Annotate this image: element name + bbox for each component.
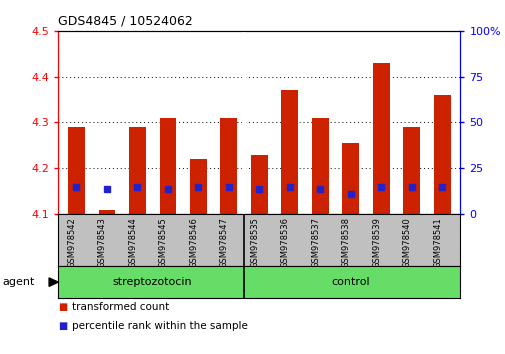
Text: GSM978543: GSM978543 <box>98 217 107 268</box>
Bar <box>98 210 115 214</box>
Bar <box>129 127 145 214</box>
Bar <box>342 143 359 214</box>
Text: GDS4845 / 10524062: GDS4845 / 10524062 <box>58 14 192 27</box>
Text: GSM978542: GSM978542 <box>67 217 76 268</box>
Text: ■: ■ <box>58 321 67 331</box>
Bar <box>402 127 419 214</box>
Text: GSM978539: GSM978539 <box>372 217 380 268</box>
Text: GSM978536: GSM978536 <box>280 217 289 268</box>
Text: transformed count: transformed count <box>72 302 169 312</box>
Text: GSM978535: GSM978535 <box>250 217 259 268</box>
Bar <box>433 95 449 214</box>
Text: GSM978547: GSM978547 <box>219 217 228 268</box>
Bar <box>281 90 297 214</box>
Bar <box>250 155 267 214</box>
Text: GSM978540: GSM978540 <box>402 217 411 268</box>
Text: ■: ■ <box>58 302 67 312</box>
Text: percentile rank within the sample: percentile rank within the sample <box>72 321 248 331</box>
Bar <box>68 127 85 214</box>
Text: GSM978544: GSM978544 <box>128 217 137 268</box>
Text: control: control <box>331 277 369 287</box>
Text: GSM978545: GSM978545 <box>159 217 168 268</box>
Bar <box>159 118 176 214</box>
Text: streptozotocin: streptozotocin <box>113 277 192 287</box>
Bar <box>372 63 389 214</box>
Text: agent: agent <box>3 277 35 287</box>
Bar <box>220 118 237 214</box>
Text: GSM978537: GSM978537 <box>311 217 320 268</box>
Bar <box>311 118 328 214</box>
Text: GSM978541: GSM978541 <box>432 217 441 268</box>
Text: GSM978546: GSM978546 <box>189 217 198 268</box>
Bar <box>189 159 207 214</box>
Text: GSM978538: GSM978538 <box>341 217 350 268</box>
